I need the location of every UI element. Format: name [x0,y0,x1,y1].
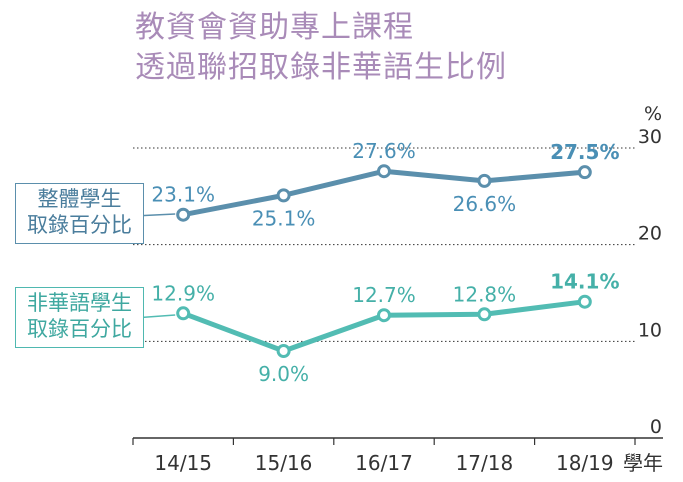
nonchinese-data-label-14-15: 12.9% [151,281,215,305]
overall-point-17-18 [477,173,492,188]
x-tick-label-18-19: 18/19 [556,451,614,475]
nonchinese-series-callout: 非華語學生 取錄百分比 [15,287,144,348]
overall-data-label-15-16: 25.1% [252,206,316,230]
nonchinese-data-label-15-16: 9.0% [258,362,309,386]
overall-point-15-16 [276,188,291,203]
overall-point-16-17 [377,164,391,179]
y-tick-label-30: 30 [638,126,662,148]
x-tick-label-15-16: 15/16 [255,451,313,475]
y-tick-label-10: 10 [638,319,662,341]
y-axis-unit-label: % [644,103,662,125]
x-tick-label-17-18: 17/18 [456,451,514,475]
overall-data-label-17-18: 26.6% [453,192,517,216]
nonchinese-data-label-17-18: 12.8% [453,282,517,306]
x-tick-label-16-17: 16/17 [355,451,413,475]
overall-data-label-14-15: 23.1% [151,183,215,207]
nonchinese-series-name-line-2: 取錄百分比 [27,317,132,341]
nonchinese-data-label-18-19: 14.1% [550,270,619,294]
overall-series-name-line-2: 取錄百分比 [27,213,132,237]
nonchinese-point-14-15 [176,306,191,321]
overall-point-18-19 [577,165,592,180]
overall-series-name-line-1: 整體學生 [37,187,122,211]
overall-point-14-15 [176,207,191,222]
nonchinese-point-16-17 [377,308,391,323]
overall-data-label-18-19: 27.5% [550,140,619,164]
nonchinese-point-18-19 [577,294,592,309]
chart-title-line-1: 教資會資助專上課程 [135,10,414,45]
y-tick-label-0: 0 [650,416,662,438]
y-tick-label-20: 20 [638,223,662,245]
chart-title: 教資會資助專上課程 透過聯招取錄非華語生比例 [135,8,507,88]
overall-series-callout: 整體學生 取錄百分比 [15,183,144,244]
x-axis-label: 學年 [623,451,663,475]
chart-title-line-2: 透過聯招取錄非華語生比例 [135,50,507,85]
nonchinese-data-label-16-17: 12.7% [352,283,416,307]
nonchinese-series-name-line-1: 非華語學生 [27,291,132,315]
overall-data-label-16-17: 27.6% [352,139,416,163]
nonchinese-point-15-16 [276,344,291,358]
x-tick-label-14-15: 14/15 [154,451,212,475]
nonchinese-point-17-18 [477,307,492,322]
